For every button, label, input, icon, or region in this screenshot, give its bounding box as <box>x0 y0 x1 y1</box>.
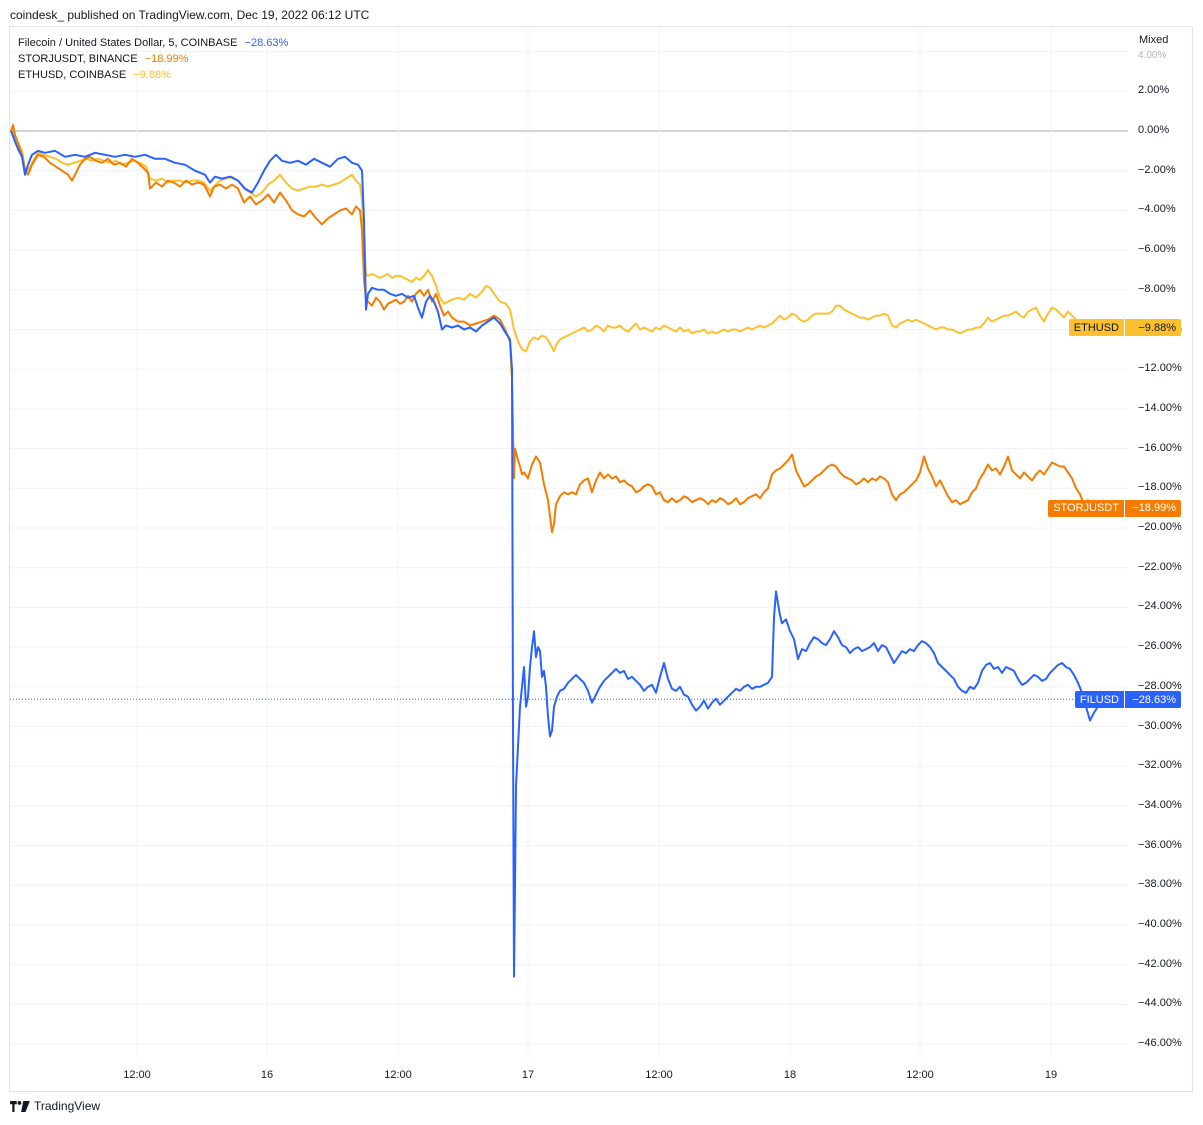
y-tick-label: −42.00% <box>1138 957 1182 970</box>
tradingview-brand: TradingView <box>34 1099 101 1113</box>
grid-lines <box>10 27 1128 1058</box>
price-tag-value: −18.99% <box>1124 499 1181 517</box>
price-tag-storjusdt[interactable]: STORJUSDT −18.99% <box>1048 499 1181 517</box>
y-tick-label: −12.00% <box>1138 362 1182 375</box>
scale-mode-label[interactable]: Mixed <box>1139 34 1169 47</box>
y-tick-label: −38.00% <box>1138 878 1182 891</box>
published-line: coindesk_ published on TradingView.com, … <box>10 8 370 22</box>
series-lines <box>10 124 1101 978</box>
legend-value: −18.99% <box>144 53 189 65</box>
y-tick-label: 2.00% <box>1138 84 1170 97</box>
legend-value: −9.88% <box>133 69 171 81</box>
y-tick-label: 0.00% <box>1138 124 1170 136</box>
y-tick-label: −8.00% <box>1138 282 1176 295</box>
y-tick-label: −24.00% <box>1138 600 1182 613</box>
series-line-filusd[interactable] <box>10 130 1101 978</box>
price-tag-ethusd[interactable]: ETHUSD −9.88% <box>1068 319 1181 337</box>
y-tick-label: −4.00% <box>1138 203 1176 216</box>
legend-row-ethusd[interactable]: ETHUSD, COINBASE −9.88% <box>18 67 288 83</box>
y-tick-label: −22.00% <box>1138 560 1182 573</box>
x-tick-label: 12:00 <box>123 1069 151 1081</box>
y-tick-label: −46.00% <box>1138 1037 1182 1050</box>
y-tick-label: −40.00% <box>1138 918 1182 930</box>
y-tick-label: −32.00% <box>1138 759 1182 772</box>
y-tick-label: −26.00% <box>1138 640 1182 653</box>
price-tag-name: FILUSD <box>1074 691 1124 709</box>
tradingview-logo-icon <box>10 1100 30 1112</box>
chart-frame <box>9 26 1193 1092</box>
y-tick-label: 4.00% <box>1138 49 1167 61</box>
x-tick-label: 12:00 <box>906 1069 934 1081</box>
y-tick-label: −28.00% <box>1138 679 1182 692</box>
x-tick-label: 12:00 <box>645 1069 673 1081</box>
x-tick-label: 19 <box>1044 1069 1058 1081</box>
y-tick-label: −14.00% <box>1138 401 1182 414</box>
chart-legend: Filecoin / United States Dollar, 5, COIN… <box>18 35 288 83</box>
tradingview-logo[interactable]: TradingView <box>10 1099 100 1113</box>
y-tick-label: −2.00% <box>1138 163 1176 176</box>
y-tick-label: −16.00% <box>1138 441 1182 454</box>
legend-row-storjusdt[interactable]: STORJUSDT, BINANCE −18.99% <box>18 51 288 67</box>
price-tag-value: −9.88% <box>1124 319 1181 337</box>
y-tick-label: −36.00% <box>1138 838 1182 851</box>
price-tag-name: ETHUSD <box>1068 319 1124 337</box>
legend-name: Filecoin / United States Dollar, 5, COIN… <box>18 37 238 49</box>
x-tick-label: 16 <box>260 1069 274 1081</box>
legend-row-filusd[interactable]: Filecoin / United States Dollar, 5, COIN… <box>18 35 288 51</box>
price-tag-value: −28.63% <box>1124 691 1181 709</box>
series-line-storjusdt[interactable] <box>10 124 1101 533</box>
x-tick-label: 17 <box>521 1069 535 1081</box>
y-tick-label: −20.00% <box>1138 521 1182 533</box>
legend-value: −28.63% <box>244 37 289 49</box>
x-tick-label: 12:00 <box>384 1069 412 1081</box>
y-tick-label: −34.00% <box>1138 798 1182 811</box>
price-tag-name: STORJUSDT <box>1048 499 1124 517</box>
y-tick-label: −6.00% <box>1138 243 1176 256</box>
legend-name: ETHUSD, COINBASE <box>18 69 127 81</box>
y-tick-label: −44.00% <box>1138 997 1182 1010</box>
y-tick-label: −18.00% <box>1138 481 1182 494</box>
price-tag-filusd[interactable]: FILUSD −28.63% <box>1074 691 1181 709</box>
x-tick-label: 18 <box>783 1069 797 1081</box>
series-line-ethusd[interactable] <box>10 130 1091 353</box>
y-tick-label: −30.00% <box>1138 719 1182 732</box>
legend-name: STORJUSDT, BINANCE <box>18 53 138 65</box>
